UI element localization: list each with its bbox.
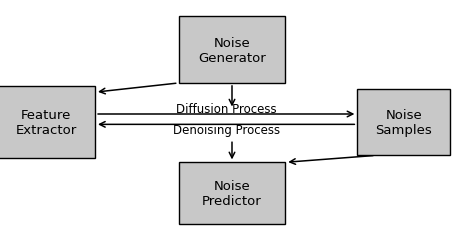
Text: Denoising Process: Denoising Process [172,124,279,136]
FancyBboxPatch shape [178,17,285,84]
Text: Noise
Predictor: Noise Predictor [202,180,261,207]
FancyBboxPatch shape [178,163,285,224]
FancyBboxPatch shape [357,89,449,156]
FancyBboxPatch shape [0,87,95,158]
Text: Noise
Samples: Noise Samples [375,109,431,136]
Text: Feature
Extractor: Feature Extractor [16,109,77,136]
Text: Diffusion Process: Diffusion Process [175,103,276,116]
Text: Noise
Generator: Noise Generator [198,36,265,64]
